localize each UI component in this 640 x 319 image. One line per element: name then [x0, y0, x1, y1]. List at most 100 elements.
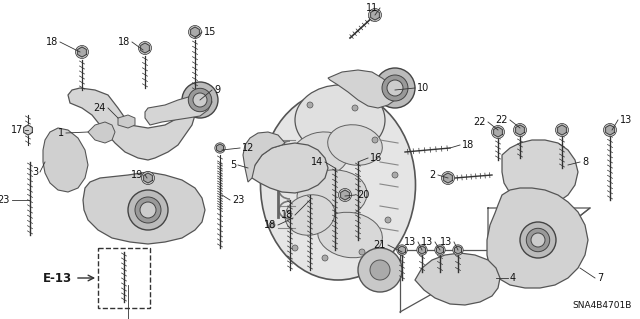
Text: 9: 9 — [214, 85, 220, 95]
Ellipse shape — [295, 85, 385, 155]
Circle shape — [269, 222, 275, 228]
Polygon shape — [444, 173, 452, 183]
Circle shape — [188, 88, 212, 112]
Bar — [98, 248, 150, 308]
Text: 2: 2 — [429, 170, 436, 180]
Text: 1: 1 — [58, 128, 64, 138]
Polygon shape — [243, 132, 285, 182]
Polygon shape — [340, 190, 349, 200]
Text: 18: 18 — [45, 37, 58, 47]
Polygon shape — [216, 144, 223, 152]
Circle shape — [140, 202, 156, 218]
Circle shape — [215, 143, 225, 153]
Text: 8: 8 — [582, 157, 588, 167]
Polygon shape — [191, 27, 199, 37]
Circle shape — [138, 41, 152, 55]
Circle shape — [385, 217, 391, 223]
Polygon shape — [454, 246, 461, 254]
Circle shape — [135, 197, 161, 223]
Text: 13: 13 — [404, 237, 416, 247]
Polygon shape — [118, 115, 135, 128]
Text: 5: 5 — [230, 160, 236, 170]
Text: 22: 22 — [474, 117, 486, 127]
Polygon shape — [83, 172, 205, 244]
Text: 15: 15 — [204, 27, 216, 37]
Circle shape — [392, 172, 398, 178]
Circle shape — [492, 125, 504, 138]
Text: SNA4B4701B: SNA4B4701B — [573, 301, 632, 310]
Circle shape — [417, 245, 428, 255]
Circle shape — [520, 222, 556, 258]
Text: 16: 16 — [370, 153, 382, 163]
Polygon shape — [516, 125, 524, 135]
Polygon shape — [328, 70, 398, 108]
Text: 7: 7 — [597, 273, 604, 283]
Circle shape — [322, 255, 328, 261]
Polygon shape — [502, 140, 578, 206]
Polygon shape — [436, 246, 444, 254]
Polygon shape — [248, 143, 328, 193]
Text: 10: 10 — [417, 83, 429, 93]
Text: 23: 23 — [0, 195, 10, 205]
Circle shape — [513, 123, 527, 137]
Text: 17: 17 — [11, 125, 23, 135]
Circle shape — [604, 123, 616, 137]
Circle shape — [453, 245, 463, 255]
Circle shape — [370, 260, 390, 280]
Text: 23: 23 — [232, 195, 244, 205]
Polygon shape — [145, 92, 212, 125]
Polygon shape — [605, 125, 614, 135]
Circle shape — [531, 233, 545, 247]
Ellipse shape — [260, 90, 415, 280]
Polygon shape — [141, 43, 149, 53]
Text: 18: 18 — [118, 37, 130, 47]
Polygon shape — [557, 125, 566, 135]
Circle shape — [193, 93, 207, 107]
Polygon shape — [24, 125, 33, 135]
Polygon shape — [68, 88, 195, 160]
Circle shape — [128, 190, 168, 230]
Circle shape — [382, 75, 408, 101]
Circle shape — [359, 249, 365, 255]
Polygon shape — [143, 173, 152, 183]
Polygon shape — [88, 122, 115, 143]
Polygon shape — [43, 128, 88, 192]
Polygon shape — [77, 47, 86, 57]
Circle shape — [307, 102, 313, 108]
Text: 11: 11 — [365, 3, 378, 13]
Text: 3: 3 — [32, 167, 38, 177]
Text: 18: 18 — [264, 220, 276, 230]
Polygon shape — [399, 246, 406, 254]
Circle shape — [352, 105, 358, 111]
Circle shape — [76, 46, 88, 58]
Circle shape — [339, 189, 351, 202]
Text: 13: 13 — [440, 237, 452, 247]
Circle shape — [397, 245, 407, 255]
Text: 13: 13 — [420, 237, 433, 247]
Text: 18: 18 — [462, 140, 474, 150]
Polygon shape — [371, 10, 380, 20]
Polygon shape — [419, 246, 426, 254]
Circle shape — [556, 123, 568, 137]
Polygon shape — [415, 253, 500, 305]
Polygon shape — [487, 188, 588, 288]
Text: 18: 18 — [281, 210, 293, 220]
Circle shape — [189, 26, 202, 39]
Text: 12: 12 — [242, 143, 254, 153]
Circle shape — [387, 80, 403, 96]
Circle shape — [442, 172, 454, 184]
Circle shape — [292, 245, 298, 251]
Circle shape — [375, 68, 415, 108]
Text: 19: 19 — [131, 170, 143, 180]
Circle shape — [372, 137, 378, 143]
Circle shape — [358, 248, 402, 292]
Text: 24: 24 — [93, 103, 106, 113]
Circle shape — [369, 9, 381, 21]
Ellipse shape — [317, 212, 382, 258]
Circle shape — [141, 172, 154, 184]
Ellipse shape — [297, 170, 367, 220]
Text: 21: 21 — [374, 240, 386, 250]
Circle shape — [526, 228, 550, 252]
Ellipse shape — [291, 132, 349, 178]
Circle shape — [435, 245, 445, 255]
